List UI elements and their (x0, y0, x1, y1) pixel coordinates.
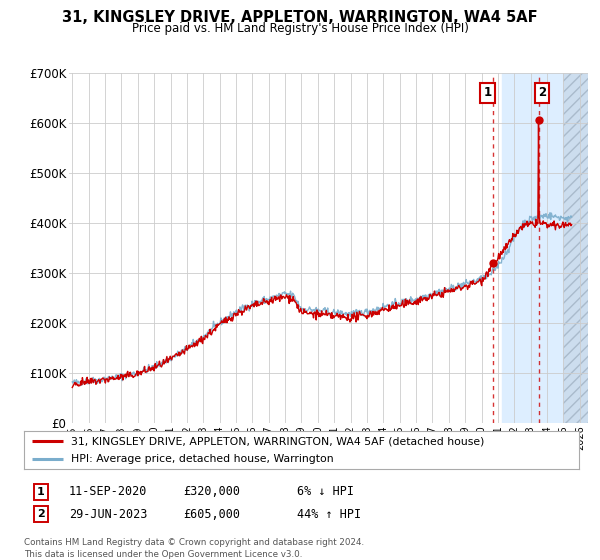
Text: 31, KINGSLEY DRIVE, APPLETON, WARRINGTON, WA4 5AF: 31, KINGSLEY DRIVE, APPLETON, WARRINGTON… (62, 10, 538, 25)
Text: 11-SEP-2020: 11-SEP-2020 (69, 485, 148, 498)
Text: 1: 1 (37, 487, 44, 497)
Text: Price paid vs. HM Land Registry's House Price Index (HPI): Price paid vs. HM Land Registry's House … (131, 22, 469, 35)
Text: 2: 2 (538, 86, 546, 99)
Text: £320,000: £320,000 (183, 485, 240, 498)
Text: 31, KINGSLEY DRIVE, APPLETON, WARRINGTON, WA4 5AF (detached house): 31, KINGSLEY DRIVE, APPLETON, WARRINGTON… (71, 436, 485, 446)
Bar (502, 73, 563, 423)
Text: 29-JUN-2023: 29-JUN-2023 (69, 507, 148, 521)
Text: 44% ↑ HPI: 44% ↑ HPI (297, 507, 361, 521)
Text: £605,000: £605,000 (183, 507, 240, 521)
Bar (563, 73, 588, 423)
Text: 6% ↓ HPI: 6% ↓ HPI (297, 485, 354, 498)
Text: 2: 2 (37, 509, 44, 519)
Text: Contains HM Land Registry data © Crown copyright and database right 2024.
This d: Contains HM Land Registry data © Crown c… (24, 538, 364, 559)
Text: 1: 1 (483, 86, 491, 99)
Text: HPI: Average price, detached house, Warrington: HPI: Average price, detached house, Warr… (71, 454, 334, 464)
